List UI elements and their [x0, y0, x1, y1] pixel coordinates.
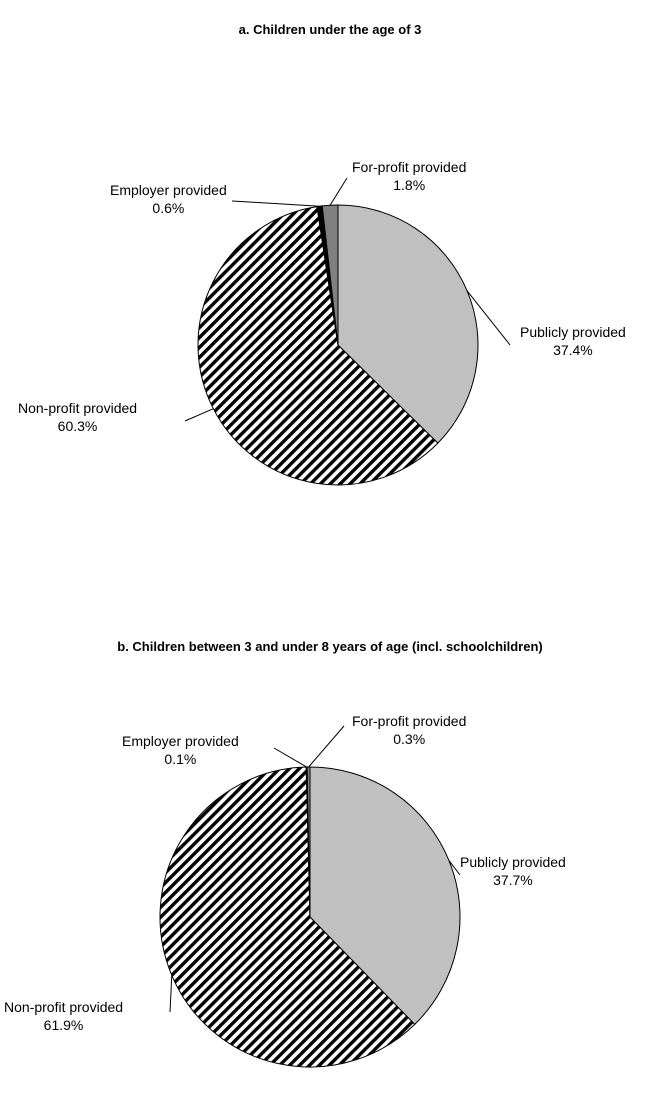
- slice-value-label: 37.7%: [493, 872, 533, 888]
- leader-line: [329, 177, 348, 206]
- slice-value-label: 0.6%: [152, 200, 184, 216]
- leader-line: [448, 860, 461, 876]
- pie-slice-publicly-provided: [309, 766, 461, 1026]
- slice-value-label: 60.3%: [58, 418, 98, 434]
- slice-label: Non-profit provided: [4, 999, 123, 1015]
- leader-line: [169, 975, 173, 1013]
- pie-chart-svg: Publicly provided 37.4% Non-profit provide…: [18, 159, 626, 486]
- pie-chart-under-3: a. Children under the age of 3 Publicly …: [0, 0, 660, 520]
- slice-label: Employer provided: [122, 733, 239, 749]
- leader-line: [466, 290, 511, 346]
- slice-value-label: 0.1%: [164, 751, 196, 767]
- chart-title: b. Children between 3 and under 8 years …: [117, 639, 543, 654]
- slice-label: Employer provided: [110, 182, 227, 198]
- slice-value-label: 61.9%: [44, 1017, 84, 1033]
- leader-line: [308, 725, 345, 768]
- pie-slice-for-profit-provided: [321, 204, 339, 346]
- slice-label: Publicly provided: [460, 854, 566, 870]
- slice-label: For-profit provided: [352, 159, 466, 175]
- slice-label: Publicly provided: [520, 324, 626, 340]
- slice-value-label: 0.3%: [393, 731, 425, 747]
- pie-chart-svg: Publicly provided 37.7% Non-profit provide…: [4, 713, 566, 1068]
- slice-label: Non-profit provided: [18, 400, 137, 416]
- slice-value-label: 1.8%: [393, 177, 425, 193]
- leader-line: [273, 747, 307, 768]
- pie-slice-non-profit-provided: [159, 766, 416, 1068]
- pie-slice-for-profit-provided: [306, 766, 311, 918]
- slice-label: For-profit provided: [352, 713, 466, 729]
- slice-value-label: 37.4%: [553, 342, 593, 358]
- leader-line: [231, 200, 320, 207]
- leader-line: [184, 408, 214, 422]
- chart-title: a. Children under the age of 3: [238, 22, 422, 37]
- pie-chart-3-to-8: b. Children between 3 and under 8 years …: [0, 620, 660, 1106]
